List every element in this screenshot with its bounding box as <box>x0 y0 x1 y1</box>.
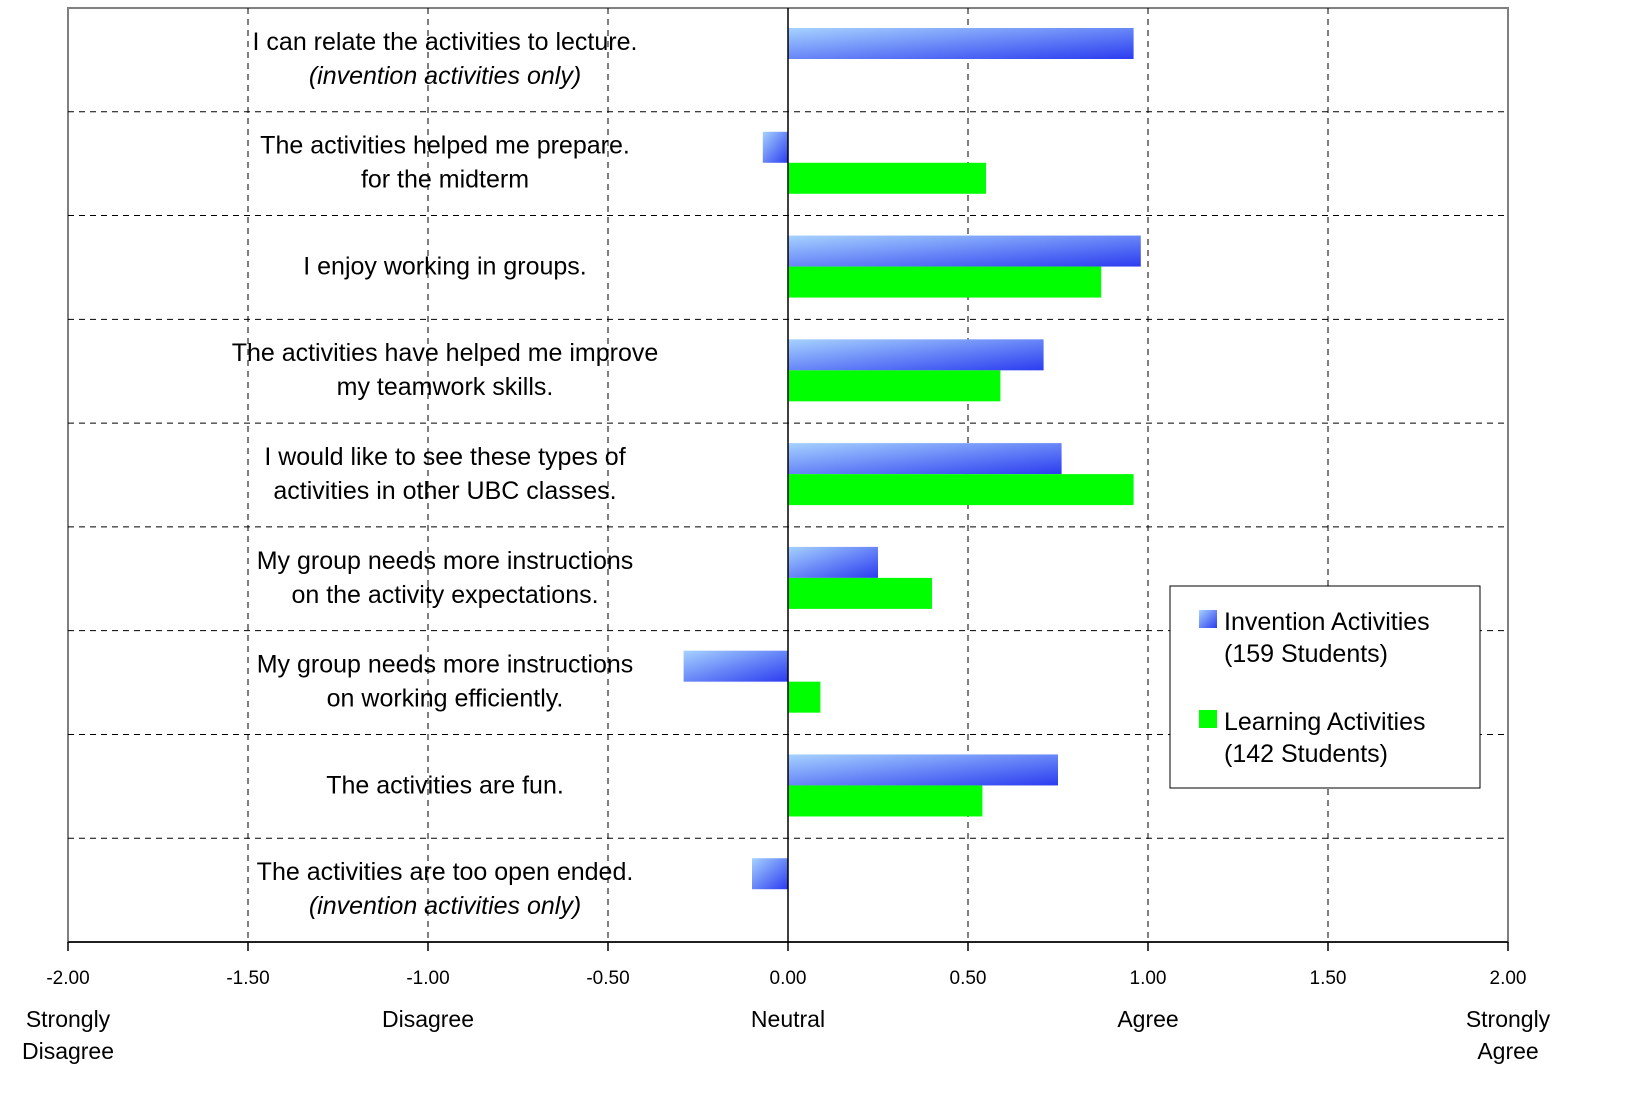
legend-box <box>1169 585 1481 789</box>
invention-bar <box>788 443 1062 475</box>
invention-bar <box>788 235 1141 267</box>
invention-bar <box>788 546 878 578</box>
invention-bar <box>762 131 788 163</box>
invention-bar <box>788 28 1134 59</box>
category-labels: I can relate the activities to lecture. (… <box>232 28 659 920</box>
legend-label: (159 Students) <box>1224 640 1388 668</box>
scale-anchor-label: Agree <box>1117 1006 1178 1032</box>
x-tick-label: 1.50 <box>1310 968 1347 989</box>
learning-bar <box>788 370 1001 402</box>
scale-anchor-label: Disagree <box>22 1038 114 1064</box>
category-label: on working efficiently. <box>327 685 564 713</box>
category-label: activities in other UBC classes. <box>273 477 616 505</box>
x-tick-label: 2.00 <box>1490 968 1527 989</box>
scale-anchor-label: Strongly <box>26 1006 111 1032</box>
category-label: my teamwork skills. <box>337 373 554 401</box>
invention-bar <box>683 650 788 682</box>
invention-bar <box>788 339 1044 371</box>
category-label: for the midterm <box>361 166 529 194</box>
legend-swatch-invention <box>1199 610 1217 628</box>
category-label: I would like to see these types of <box>264 443 625 471</box>
x-tick-label: 0.50 <box>950 968 987 989</box>
category-label: My group needs more instructions <box>257 547 634 575</box>
x-tick-label: -0.50 <box>586 968 629 989</box>
invention-bar <box>788 754 1058 786</box>
learning-bar <box>788 162 986 194</box>
category-label: I can relate the activities to lecture. <box>253 28 638 56</box>
category-label: The activities helped me prepare. <box>260 132 630 160</box>
category-label: (invention activities only) <box>309 892 581 920</box>
x-tick-label: 1.00 <box>1130 968 1167 989</box>
category-label: The activities have helped me improve <box>232 339 659 367</box>
legend-label: (142 Students) <box>1224 740 1388 768</box>
scale-anchor-label: Disagree <box>382 1006 474 1032</box>
x-tick-label: -2.00 <box>46 968 89 989</box>
scale-anchor-label: Agree <box>1477 1038 1538 1064</box>
learning-bar <box>788 266 1102 298</box>
bars <box>683 28 1141 890</box>
x-axis: -2.00 -1.50 -1.00 -0.50 0.00 0.50 1.00 1.50 2.00… <box>22 8 1551 1064</box>
legend: Invention Activities (159 Students) Learni… <box>1169 585 1481 789</box>
scale-anchor-label: Neutral <box>751 1006 825 1032</box>
x-tick-label: 0.00 <box>770 968 807 989</box>
x-tick-label: -1.00 <box>406 968 449 989</box>
learning-bar <box>788 474 1134 506</box>
legend-swatch-learning <box>1199 710 1217 728</box>
scale-anchor-label: Strongly <box>1466 1006 1551 1032</box>
category-label: I enjoy working in groups. <box>303 252 586 280</box>
learning-bar <box>788 577 932 609</box>
learning-bar <box>788 785 983 817</box>
category-label: on the activity expectations. <box>291 581 598 609</box>
category-label: The activities are too open ended. <box>257 858 634 886</box>
invention-bar <box>752 858 788 890</box>
category-label: The activities are fun. <box>326 771 564 799</box>
category-label: My group needs more instructions <box>257 651 634 679</box>
learning-bar <box>788 681 821 713</box>
legend-label: Learning Activities <box>1224 708 1426 736</box>
category-label: (invention activities only) <box>309 62 581 90</box>
legend-label: Invention Activities <box>1224 608 1430 636</box>
x-tick-label: -1.50 <box>226 968 269 989</box>
